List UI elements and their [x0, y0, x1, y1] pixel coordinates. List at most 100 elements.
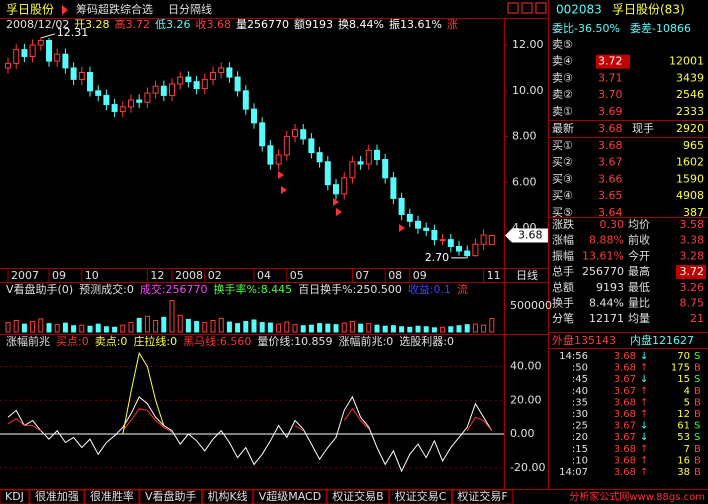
window-button[interactable] — [535, 2, 547, 14]
stat-label: 分笔 — [552, 311, 574, 325]
stat-label: 涨幅 — [552, 234, 574, 247]
tab-label[interactable]: 很准加强 — [35, 489, 79, 503]
candle-body — [128, 99, 134, 108]
tab-label[interactable]: 权证交易B — [332, 489, 384, 503]
volume-bar — [144, 315, 150, 333]
tab[interactable] — [451, 489, 514, 504]
x-tick-label: 05 — [290, 269, 304, 282]
tick-time: :30 — [572, 409, 588, 420]
mode[interactable]: 日分隔线 — [168, 2, 212, 16]
tick-side: B — [694, 455, 701, 466]
candle-body — [37, 39, 44, 46]
volume-bar — [325, 323, 331, 333]
candle-body — [292, 129, 298, 138]
tick-arrow: ↑ — [640, 455, 648, 466]
menu-arrow[interactable] — [62, 5, 68, 15]
tab[interactable] — [326, 489, 390, 504]
tab[interactable] — [201, 489, 254, 504]
volume-bar — [284, 321, 290, 333]
candle-body — [95, 90, 102, 96]
tick-time: :45 — [572, 374, 588, 385]
candle-body — [374, 149, 380, 160]
tick-arrow: ↑ — [640, 409, 648, 420]
tick-arrow: ↓ — [640, 374, 648, 385]
header-item: 换8.44% — [338, 17, 384, 31]
x-tick-label: 2007 — [11, 269, 39, 282]
volume-bar — [440, 326, 446, 333]
candle-body — [177, 76, 184, 85]
tab[interactable] — [389, 489, 452, 504]
tab-label[interactable]: 机构K线 — [207, 489, 247, 503]
header-item: 庄拉线:0 — [133, 334, 177, 348]
indicator-name[interactable]: 筹码超跌综合选 — [76, 2, 153, 16]
tick-time: :35 — [572, 397, 588, 408]
tab-label[interactable]: 权证交易C — [395, 489, 447, 503]
x-tick-label: 11 — [487, 269, 501, 282]
candle-body — [456, 245, 462, 252]
tab-label[interactable]: V看盘助手 — [145, 489, 197, 503]
candle-body — [242, 90, 249, 110]
stat-value: 256770 — [582, 265, 624, 278]
tick-time: 14:56 — [559, 351, 588, 362]
volume-bar — [218, 317, 224, 333]
y-tick-label: -20.00 — [510, 461, 545, 474]
tab[interactable] — [84, 489, 140, 504]
weicha: 委差-10866 — [630, 21, 691, 35]
book-volume: 1602 — [676, 156, 704, 169]
tick-time: :25 — [572, 421, 588, 432]
book-volume: 387 — [683, 206, 704, 219]
tick-side: S — [694, 432, 700, 443]
tick-price: 3.67 — [614, 421, 636, 432]
candle-body — [333, 184, 339, 195]
price-highlight — [596, 54, 630, 69]
tab-label[interactable]: V超级MACD — [259, 489, 322, 503]
stat-value: 3.38 — [680, 234, 705, 247]
last-price-box — [505, 228, 548, 243]
tab[interactable] — [253, 489, 327, 504]
window-button[interactable] — [507, 2, 519, 14]
x-tick-label: 02 — [208, 269, 222, 282]
candle-body — [210, 72, 216, 80]
volume-bar — [5, 322, 11, 333]
volume-bar — [366, 323, 372, 333]
last-price-label: 3.68 — [518, 228, 543, 241]
price-highlight — [676, 265, 706, 280]
volume-bar — [112, 326, 118, 333]
x-tick-label: 07 — [355, 269, 369, 282]
tick-time: :40 — [572, 386, 588, 397]
header-item: 量价线:10.859 — [257, 334, 332, 348]
candle-body — [78, 72, 85, 80]
tab-label[interactable]: 很准胜率 — [90, 489, 134, 503]
book-price: 3.65 — [598, 189, 623, 202]
volume-bar — [456, 325, 462, 333]
volume-bar — [423, 326, 429, 333]
book-label: 买⑤ — [552, 206, 573, 219]
book-price: 3.72 — [598, 55, 623, 68]
tick-arrow: ↑ — [640, 444, 648, 455]
y-tick-label: 8.00 — [512, 130, 537, 143]
candle-body — [439, 239, 446, 242]
tick-time: :10 — [572, 455, 588, 466]
book-volume: 2546 — [676, 88, 704, 101]
window-button[interactable] — [521, 2, 533, 14]
candle-body — [324, 161, 331, 186]
book-volume: 2333 — [676, 105, 704, 118]
tab[interactable] — [29, 489, 85, 504]
tab[interactable] — [0, 489, 30, 504]
header-item: 开3.28 — [74, 18, 110, 31]
volume-bar — [185, 318, 191, 333]
volume-bar — [341, 322, 347, 333]
tab[interactable] — [139, 489, 202, 504]
candle-body — [415, 220, 421, 229]
tab-label[interactable]: 权证交易F — [457, 489, 507, 503]
book-label: 卖① — [552, 105, 573, 118]
candle-body — [87, 72, 93, 92]
candle-body — [423, 227, 430, 231]
tick-volume: 38 — [677, 467, 690, 478]
tab-label[interactable]: KDJ — [5, 490, 24, 503]
tick-side: B — [694, 444, 701, 455]
tick-side: B — [694, 363, 701, 374]
volume-bar — [259, 322, 265, 333]
tick-time: :20 — [572, 432, 588, 443]
signal-arrow — [399, 224, 405, 232]
